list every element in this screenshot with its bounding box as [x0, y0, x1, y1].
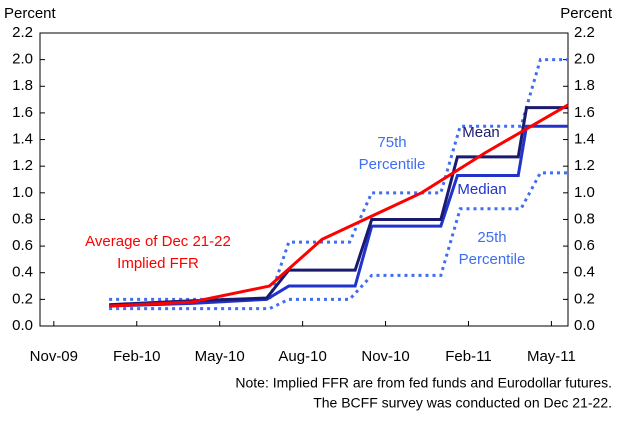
note: Note: Implied FFR are from fed funds and…: [235, 375, 612, 391]
y2-tick-label: 1.4: [574, 131, 595, 148]
series-line: [109, 171, 568, 311]
y-tick-label: 1.0: [12, 184, 33, 201]
series-label: 75th: [377, 134, 406, 151]
y2-tick-label: 1.8: [574, 77, 595, 94]
y-tick-label: 0.8: [12, 210, 33, 227]
plot-frame: [39, 32, 569, 327]
x-tick-label: May-10: [195, 348, 245, 365]
y2-tick-label: 0.0: [574, 317, 595, 334]
y-tick-label: 1.4: [12, 131, 33, 148]
y-tick-label: 2.2: [12, 24, 33, 41]
y-tick-label: 1.6: [12, 104, 33, 121]
y2-tick-label: 0.2: [574, 290, 595, 307]
x-tick-label: Feb-10: [113, 348, 161, 365]
series-line: [109, 58, 568, 301]
series-label: Median: [457, 181, 506, 198]
series-label: Percentile: [359, 156, 426, 173]
y-axis-label: Percent: [4, 5, 57, 22]
y2-tick-label: 1.0: [574, 184, 595, 201]
x-tick-label: Feb-11: [445, 348, 491, 365]
series-line: [109, 106, 568, 307]
y-tick-label: 2.0: [12, 51, 33, 68]
y2-tick-label: 2.2: [574, 24, 595, 41]
x-tick-label: May-11: [527, 348, 576, 365]
series-line: [109, 103, 569, 308]
series-label: Mean: [462, 124, 500, 141]
x-tick-label: Nov-09: [30, 348, 78, 365]
x-tick-label: Aug-10: [278, 348, 326, 365]
y2-axis-label: Percent: [560, 5, 613, 22]
y2-tick-label: 1.6: [574, 104, 595, 121]
y2-tick-label: 0.4: [574, 264, 595, 281]
y2-tick-label: 1.2: [574, 157, 595, 174]
series-label: Average of Dec 21-22: [85, 233, 231, 250]
y-tick-label: 0.0: [12, 317, 33, 334]
y-tick-label: 0.6: [12, 237, 33, 254]
y2-tick-label: 2.0: [574, 51, 595, 68]
y2-tick-label: 0.6: [574, 237, 595, 254]
y-tick-label: 1.2: [12, 157, 33, 174]
x-tick-label: Nov-10: [361, 348, 409, 365]
y-tick-label: 0.4: [12, 264, 33, 281]
y-tick-label: 0.2: [12, 290, 33, 307]
y-tick-label: 1.8: [12, 77, 33, 94]
series-label: 25th: [477, 229, 506, 246]
series-label: Implied FFR: [117, 255, 199, 272]
note: The BCFF survey was conducted on Dec 21-…: [313, 395, 612, 411]
series-line: [109, 124, 568, 308]
y2-tick-label: 0.8: [574, 210, 595, 227]
series-label: Percentile: [459, 251, 526, 268]
